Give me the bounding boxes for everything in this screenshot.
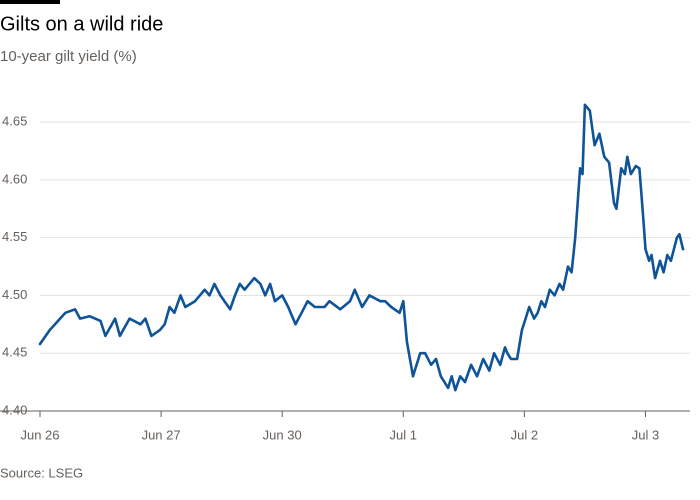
brand-bar [0, 0, 60, 4]
y-tick-label: 4.45 [2, 345, 27, 360]
y-tick-label: 4.60 [2, 171, 27, 186]
x-tick-label: Jul 2 [511, 427, 538, 442]
x-tick-label: Jun 30 [263, 427, 302, 442]
chart-subtitle: 10-year gilt yield (%) [0, 48, 137, 65]
line-series [38, 103, 685, 392]
y-tick-label: 4.40 [2, 402, 27, 417]
chart-title: Gilts on a wild ride [0, 13, 163, 35]
source: Source: LSEG [0, 465, 83, 480]
x-tick-label: Jun 27 [142, 427, 181, 442]
y-tick-label: 4.50 [2, 287, 27, 302]
y-tick-label: 4.65 [2, 114, 27, 129]
x-tick-label: Jul 3 [632, 427, 659, 442]
y-tick-label: 4.55 [2, 229, 27, 244]
x-tick-label: Jun 26 [20, 427, 59, 442]
x-tick-label: Jul 1 [390, 427, 417, 442]
